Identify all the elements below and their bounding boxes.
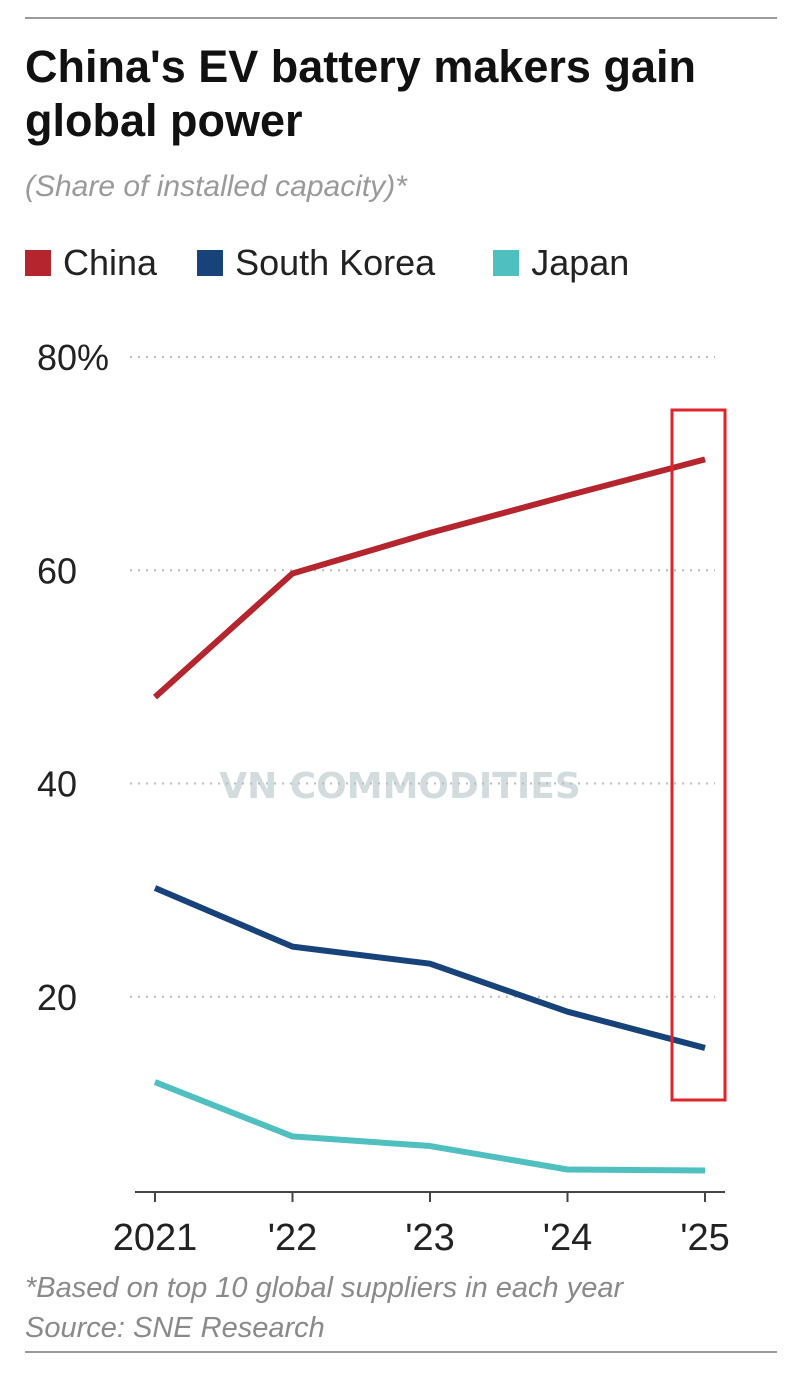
x-tick-label: '25 <box>680 1217 730 1259</box>
footnote: *Based on top 10 global suppliers in eac… <box>25 1272 624 1304</box>
watermark-logo: VN COMMODITIES <box>219 766 581 807</box>
legend-item-china: China <box>25 242 157 284</box>
top-rule <box>25 17 777 19</box>
series-line-south-korea <box>153 885 706 1051</box>
legend-item-south-korea: South Korea <box>197 242 435 284</box>
chart-title: China's EV battery makers gain global po… <box>25 41 696 146</box>
y-tick-label: 40 <box>37 764 77 805</box>
legend-label: South Korea <box>235 242 436 283</box>
legend: China South Korea Japan <box>25 242 629 284</box>
series-line-japan <box>153 1079 706 1174</box>
legend-label: China <box>63 242 158 283</box>
y-tick-label: 80% <box>37 337 109 378</box>
legend-swatch <box>25 250 51 276</box>
x-tick-label: '24 <box>543 1217 593 1259</box>
source-note: Source: SNE Research <box>25 1312 325 1344</box>
y-tick-label: 60 <box>37 550 77 591</box>
legend-label: Japan <box>531 242 630 283</box>
legend-item-japan: Japan <box>493 242 629 284</box>
bottom-rule <box>25 1351 777 1353</box>
legend-swatch <box>197 250 224 276</box>
chart-subtitle: (Share of installed capacity)* <box>25 170 407 203</box>
x-tick-label: '23 <box>405 1217 455 1259</box>
highlight-box <box>670 408 727 1102</box>
legend-swatch <box>493 250 520 276</box>
x-tick-label: 2021 <box>113 1217 198 1259</box>
x-tick-label: '22 <box>268 1217 318 1259</box>
series-line-china <box>152 456 706 700</box>
y-tick-label: 20 <box>37 977 77 1018</box>
